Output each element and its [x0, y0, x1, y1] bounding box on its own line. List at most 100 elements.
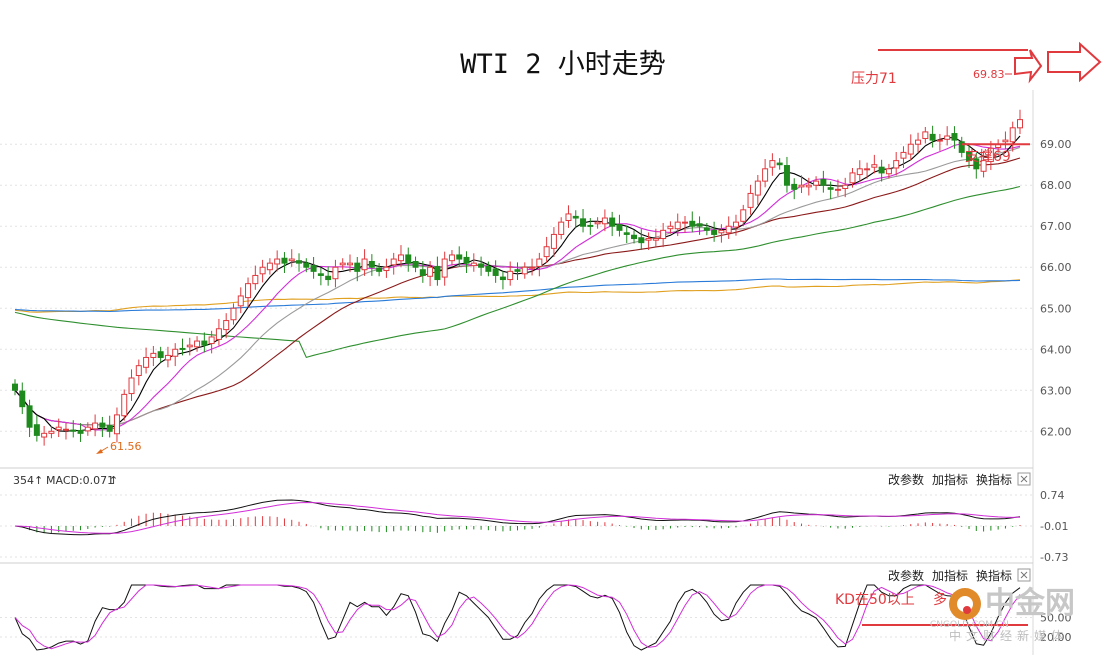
- support-label: 支撑69: [965, 149, 1011, 165]
- candle-body: [463, 256, 470, 264]
- candle-body: [915, 139, 922, 145]
- candle: [150, 345, 157, 367]
- candle: [674, 213, 681, 237]
- kd-y-tick-labels: 50.00 20.00: [1040, 612, 1072, 645]
- candle: [769, 153, 776, 176]
- candle-body: [631, 234, 638, 240]
- candle-body: [223, 320, 230, 331]
- panel-button[interactable]: 加指标: [932, 568, 968, 583]
- candle-body: [48, 430, 55, 434]
- candle: [849, 168, 856, 188]
- macd-lines: [14, 499, 1021, 536]
- candle-body: [245, 283, 252, 299]
- macd-y-tick-labels: 0.74 -0.01 -0.73: [1040, 489, 1068, 564]
- candle-body: [397, 254, 404, 262]
- candle: [958, 136, 965, 158]
- panel-button[interactable]: 改参数: [888, 568, 924, 583]
- candle: [448, 250, 455, 266]
- candle-body: [201, 340, 208, 346]
- candle-body: [41, 432, 48, 438]
- panel-button[interactable]: 改参数: [888, 472, 924, 487]
- candle: [732, 214, 739, 236]
- candle: [762, 158, 769, 188]
- panel-button[interactable]: 加指标: [932, 472, 968, 487]
- candle: [383, 258, 390, 278]
- candle: [470, 253, 477, 272]
- candle-body: [951, 133, 958, 141]
- candle-body: [179, 347, 186, 350]
- candle: [434, 256, 441, 286]
- candle-body: [106, 425, 113, 432]
- candle: [1017, 109, 1023, 134]
- candle: [689, 211, 696, 233]
- candle: [485, 261, 492, 277]
- candle-body: [77, 429, 84, 434]
- panel-button[interactable]: 换指标: [976, 568, 1012, 583]
- candle: [682, 215, 688, 233]
- candle: [834, 179, 841, 197]
- candle-body: [259, 266, 266, 275]
- candle: [121, 389, 128, 421]
- candle-body: [820, 178, 827, 186]
- candle: [987, 140, 994, 171]
- candle: [179, 338, 186, 356]
- candle: [172, 343, 179, 367]
- candle: [922, 126, 929, 144]
- ma120-line: [14, 278, 1021, 313]
- candle-body: [827, 187, 834, 190]
- y-tick-label: 64.00: [1040, 343, 1072, 356]
- macd-tick-label: -0.01: [1040, 520, 1068, 533]
- candle-body: [660, 229, 667, 240]
- candle-body: [354, 262, 361, 272]
- candle-body: [740, 209, 747, 222]
- candle-body: [332, 266, 339, 280]
- panel-button[interactable]: 换指标: [976, 472, 1012, 487]
- candle-body: [732, 221, 739, 228]
- candle: [521, 262, 528, 279]
- candle-body: [296, 260, 303, 264]
- candle-body: [135, 365, 142, 377]
- candle-body: [208, 336, 215, 345]
- candle-body: [791, 183, 798, 190]
- main-grid: [0, 143, 1033, 432]
- kd-note-label: KD在50以上: [835, 592, 915, 608]
- candle-body: [871, 164, 878, 168]
- chart-title: WTI 2 小时走势: [460, 49, 666, 80]
- candle-body: [674, 221, 681, 230]
- candle-body: [33, 424, 40, 436]
- close-icon[interactable]: [1017, 472, 1031, 486]
- candle: [215, 318, 222, 346]
- candle-body: [929, 133, 936, 141]
- d-line: [14, 584, 1021, 650]
- close-icon[interactable]: [1017, 568, 1031, 582]
- candle-body: [441, 258, 448, 278]
- candle: [26, 399, 33, 438]
- candle: [106, 415, 113, 438]
- candle: [856, 160, 863, 182]
- candle: [70, 420, 77, 438]
- ma250-line: [14, 279, 1021, 313]
- candle: [368, 254, 375, 276]
- close-icon-cross: [1020, 571, 1028, 579]
- macd-grid: [0, 494, 1033, 558]
- candle-body: [99, 422, 106, 428]
- candle: [325, 266, 332, 286]
- candle: [543, 236, 550, 263]
- candle: [230, 303, 237, 325]
- y-tick-label: 63.00: [1040, 384, 1072, 397]
- candle: [631, 230, 638, 244]
- candle: [354, 256, 361, 282]
- candle: [281, 252, 288, 273]
- y-tick-label: 67.00: [1040, 220, 1072, 233]
- candle: [725, 216, 732, 239]
- candle-body: [834, 188, 841, 191]
- candle-body: [616, 224, 623, 231]
- candle: [201, 332, 208, 353]
- candle-body: [849, 172, 856, 184]
- kd-grid: [0, 617, 1033, 638]
- watermark-brand: 中金网: [985, 586, 1075, 621]
- candle-body: [121, 393, 128, 417]
- candle: [703, 222, 710, 236]
- macd-tick-label: -0.73: [1040, 551, 1068, 564]
- candle: [696, 216, 703, 235]
